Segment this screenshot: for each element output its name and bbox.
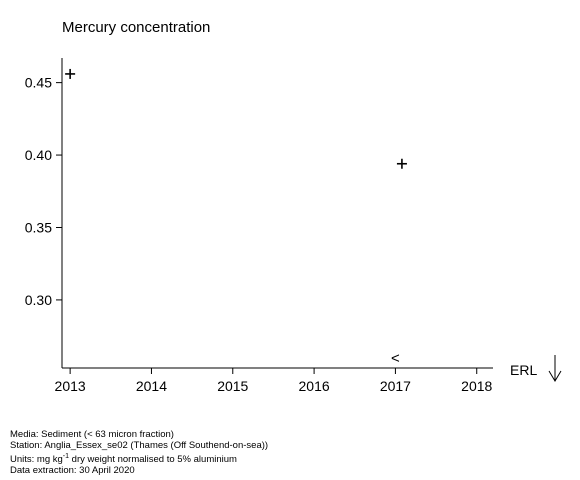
down-arrow-icon	[548, 370, 562, 382]
footer-units: Units: mg kg-1 dry weight normalised to …	[10, 451, 268, 465]
data-point	[65, 68, 76, 79]
y-tick-label: 0.35	[25, 219, 52, 235]
x-tick-label: 2017	[380, 378, 411, 394]
footer-extraction: Data extraction: 30 April 2020	[10, 465, 135, 476]
y-tick-label: 0.40	[25, 147, 52, 163]
x-tick-label: 2013	[55, 378, 86, 394]
axes	[61, 58, 493, 369]
chart-footer: Media: Sediment (< 63 micron fraction) S…	[10, 429, 268, 476]
erl-label: ERL	[510, 362, 537, 378]
footer-units-prefix: Units: mg kg	[10, 454, 63, 465]
data-point-less-than: <	[391, 350, 400, 367]
x-tick-label: 2018	[461, 378, 492, 394]
footer-media: Media: Sediment (< 63 micron fraction)	[10, 429, 174, 440]
x-tick-label: 2016	[299, 378, 330, 394]
data-points: <	[65, 68, 407, 367]
data-point	[396, 158, 407, 169]
x-tick-label: 2015	[217, 378, 248, 394]
footer-station: Station: Anglia_Essex_se02 (Thames (Off …	[10, 440, 269, 451]
x-tick-label: 2014	[136, 378, 167, 394]
chart-title: Mercury concentration	[62, 19, 211, 36]
y-tick-label: 0.45	[25, 75, 52, 91]
ticks: 2013 2014 2015 2016 2017 2018 0.30 0.35 0.40 0.45	[25, 75, 493, 394]
footer-units-suffix: dry weight normalised to 5% aluminium	[69, 454, 237, 465]
footer-units-exponent: -1	[62, 453, 70, 460]
y-tick-label: 0.30	[25, 292, 52, 308]
erl-indicator: ERL	[510, 355, 562, 382]
